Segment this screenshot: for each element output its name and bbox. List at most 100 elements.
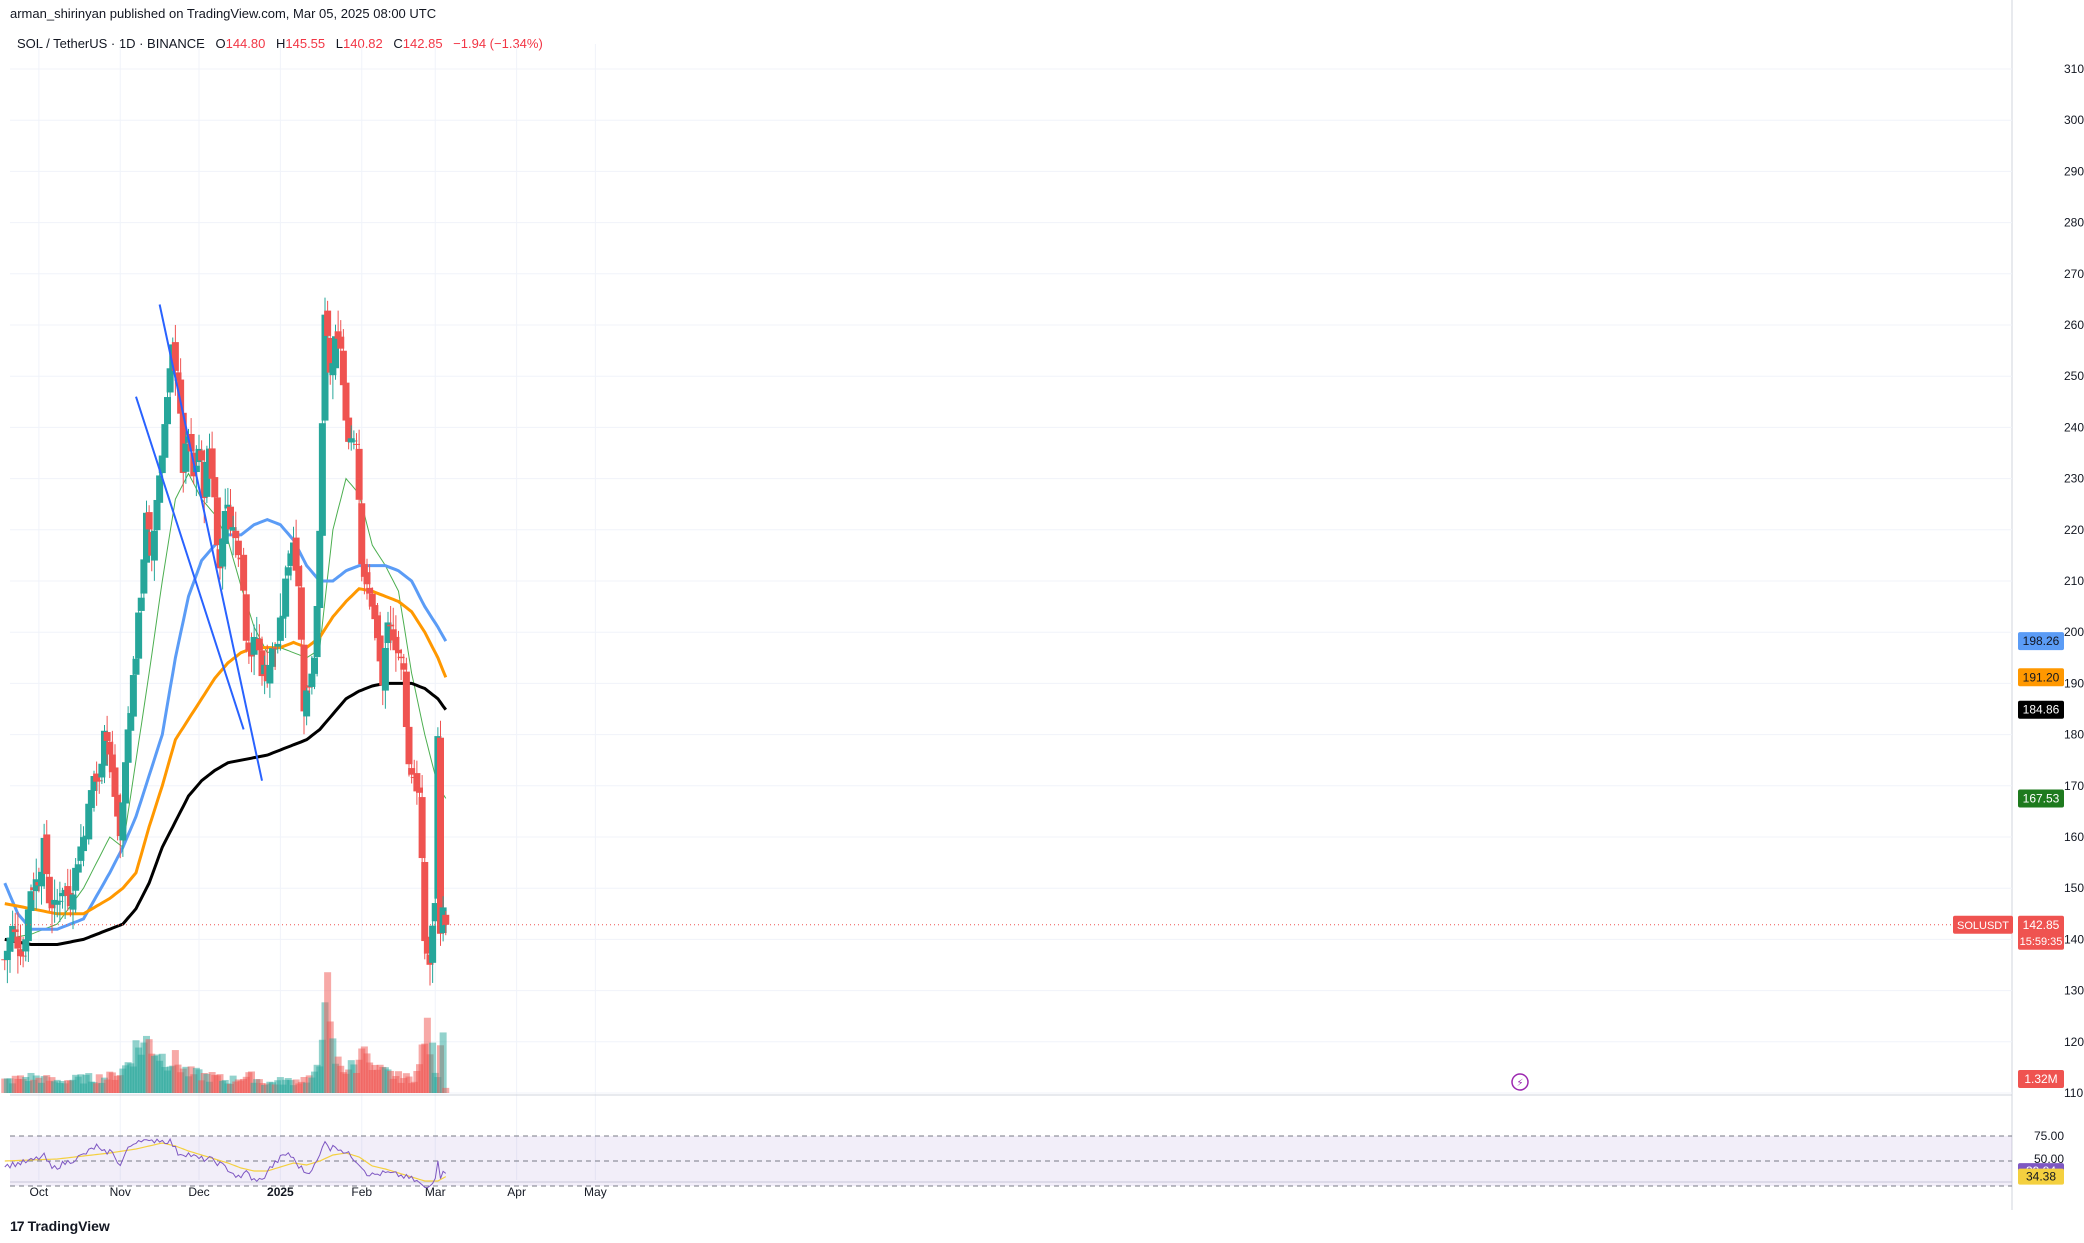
candle-body — [258, 650, 266, 677]
candle-body — [224, 504, 232, 509]
candle-body — [74, 864, 82, 873]
candle-body — [95, 780, 103, 782]
candle-body — [313, 605, 321, 658]
candle-body — [347, 438, 355, 443]
symbol-name: SOL / TetherUS · 1D · BINANCE — [17, 36, 205, 51]
ma50-axis-label: 198.26 — [2023, 634, 2060, 648]
ma20-axis-label-bg — [2018, 789, 2064, 808]
candle-body — [242, 594, 250, 641]
candle-body — [161, 424, 169, 458]
candle-body — [164, 397, 171, 425]
candle-body — [337, 336, 345, 349]
candle-body — [53, 900, 61, 905]
price-tick-label: 310.00 — [2064, 62, 2084, 76]
candle-body — [266, 665, 274, 684]
candle-body — [269, 648, 276, 667]
price-tick-label: 250.00 — [2064, 369, 2084, 383]
candle-body — [219, 538, 227, 567]
volume-last-label: 1.32M — [2024, 1072, 2057, 1086]
candle-body — [27, 891, 35, 911]
candle-body — [295, 566, 303, 587]
candle-body — [166, 368, 174, 393]
candle-body — [316, 530, 324, 609]
candle-body — [132, 658, 140, 675]
candle-body — [145, 512, 153, 530]
time-tick-label: Dec — [188, 1185, 209, 1199]
candle-body — [221, 511, 229, 544]
candle-body — [192, 465, 200, 473]
ma200-axis-label-bg — [2018, 700, 2064, 719]
last-price-label-bg — [2018, 915, 2064, 950]
last-price-label: 142.85 — [2023, 918, 2060, 932]
candle-body — [345, 417, 353, 442]
candle-body — [56, 900, 64, 902]
time-tick-label: Mar — [425, 1185, 446, 1199]
candle-body — [127, 713, 135, 731]
candle-body — [405, 726, 413, 765]
candle-body — [11, 929, 19, 933]
volume-bar — [439, 1032, 447, 1093]
candle-body — [429, 925, 437, 963]
change-value: −1.94 (−1.34%) — [453, 36, 543, 51]
candle-body — [421, 861, 429, 942]
candle-body — [342, 382, 350, 421]
volume-bar — [248, 1071, 255, 1093]
candle-body — [24, 909, 32, 942]
tradingview-logo[interactable]: 17 TradingView — [10, 1218, 110, 1234]
candle-body — [203, 461, 211, 497]
candle-body — [119, 802, 127, 841]
ma20-axis-label: 167.53 — [2023, 791, 2060, 805]
candle-body — [9, 925, 17, 942]
candle-body — [392, 636, 400, 651]
candle-body — [284, 567, 292, 576]
candle-body — [282, 578, 290, 617]
price-tick-label: 210.00 — [2064, 574, 2084, 588]
candle-body — [103, 732, 111, 741]
low-value: 140.82 — [343, 36, 383, 51]
lightning-icon — [1511, 1073, 1529, 1091]
candle-body — [135, 612, 143, 659]
candle-body — [234, 540, 242, 556]
candle-body — [158, 455, 166, 474]
candle-body — [292, 537, 300, 571]
candle-body — [229, 527, 237, 531]
candle-body — [187, 433, 195, 452]
candle-body — [179, 412, 187, 473]
ma100-axis-label: 191.20 — [2023, 670, 2060, 684]
candle-body — [98, 763, 106, 778]
price-tick-label: 290.00 — [2064, 164, 2084, 178]
price-tick-label: 180.00 — [2064, 728, 2084, 742]
candle-body — [69, 894, 77, 910]
candle-body — [156, 475, 164, 503]
candle-body — [59, 892, 66, 897]
price-tick-label: 190.00 — [2064, 676, 2084, 690]
candle-body — [150, 530, 158, 561]
candle-body — [413, 773, 421, 792]
candle-body — [297, 587, 305, 640]
candle-body — [38, 871, 45, 887]
candle-body — [140, 559, 148, 594]
price-tick-label: 230.00 — [2064, 472, 2084, 486]
price-tick-label: 200.00 — [2064, 625, 2084, 639]
symbol-legend[interactable]: SOL / TetherUS · 1D · BINANCE O144.80 H1… — [17, 36, 543, 51]
candle-body — [423, 936, 431, 954]
trendline — [158, 304, 263, 781]
price-tick-label: 260.00 — [2064, 318, 2084, 332]
candle-body — [208, 448, 216, 479]
trendline — [135, 396, 245, 730]
low-label: L — [335, 36, 343, 51]
open-value: 144.80 — [225, 36, 266, 51]
candle-body — [85, 803, 93, 840]
time-tick-label: Nov — [110, 1185, 131, 1199]
close-value: 142.85 — [402, 36, 443, 51]
volume-label-bg — [2018, 1070, 2064, 1088]
candle-body — [45, 876, 53, 904]
candle-body — [329, 363, 337, 376]
candle-body — [106, 741, 114, 755]
price-tick-label: 270.00 — [2064, 267, 2084, 281]
candle-body — [368, 593, 376, 607]
candle-body — [326, 337, 334, 373]
price-tick-label: 220.00 — [2064, 523, 2084, 537]
volume-bar — [395, 1071, 402, 1093]
